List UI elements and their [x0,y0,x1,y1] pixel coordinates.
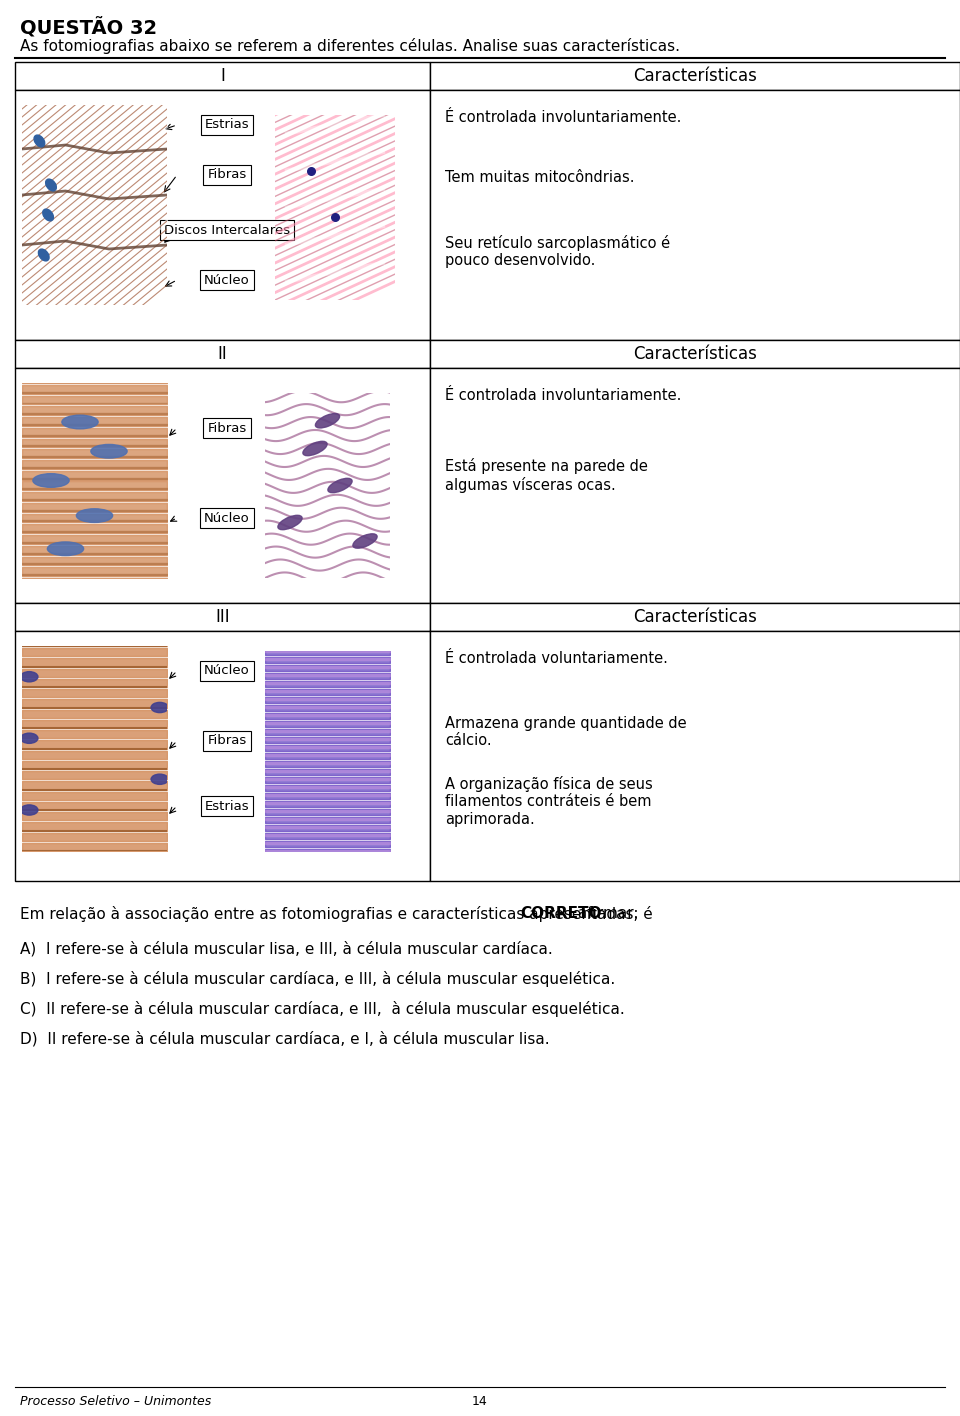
Text: Estrias: Estrias [204,800,250,813]
Text: Núcleo: Núcleo [204,664,250,677]
Text: afirmar:: afirmar: [573,906,638,920]
Text: III: III [215,607,229,626]
Bar [430,62,960,91]
Text: Fibras: Fibras [207,169,247,181]
Text: Fibras: Fibras [207,735,247,748]
Text: Tem muitas mitocôndrias.: Tem muitas mitocôndrias. [445,170,635,185]
Text: Armazena grande quantidade de
cálcio.: Armazena grande quantidade de cálcio. [445,716,686,749]
Text: CORRETO: CORRETO [520,906,602,920]
Text: A organização física de seus
filamentos contráteis é bem
aprimorada.: A organização física de seus filamentos … [445,776,653,827]
Text: I: I [220,67,225,85]
Bar [430,91,960,340]
Bar [15,368,430,603]
Bar [15,603,430,632]
Bar [430,340,960,368]
Text: C)  II refere-se à célula muscular cardíaca, e III,  à célula muscular esqueléti: C) II refere-se à célula muscular cardía… [20,1001,625,1017]
Text: Núcleo: Núcleo [204,511,250,524]
Text: II: II [218,346,228,362]
Text: QUESTÃO 32: QUESTÃO 32 [20,18,157,38]
Text: Características: Características [633,607,756,626]
Text: Seu retículo sarcoplasmático é
pouco desenvolvido.: Seu retículo sarcoplasmático é pouco des… [445,235,670,269]
Bar [430,368,960,603]
Bar [430,603,960,632]
Text: É controlada involuntariamente.: É controlada involuntariamente. [445,388,682,404]
Text: É controlada involuntariamente.: É controlada involuntariamente. [445,110,682,125]
Text: Está presente na parede de
algumas vísceras ocas.: Está presente na parede de algumas vísce… [445,457,648,493]
Text: B)  I refere-se à célula muscular cardíaca, e III, à célula muscular esquelética: B) I refere-se à célula muscular cardíac… [20,971,615,987]
Bar [15,632,430,881]
Text: Características: Características [633,67,756,85]
Text: Discos Intercalares: Discos Intercalares [164,224,290,236]
Bar [15,91,430,340]
Text: Estrias: Estrias [204,119,250,132]
Text: Em relação à associação entre as fotomiografias e características apresentadas, : Em relação à associação entre as fotomio… [20,906,658,922]
Bar [15,62,430,91]
Text: Núcleo: Núcleo [204,273,250,286]
Text: D)  II refere-se à célula muscular cardíaca, e I, à célula muscular lisa.: D) II refere-se à célula muscular cardía… [20,1031,550,1046]
Text: 14: 14 [472,1395,488,1408]
Text: Características: Características [633,346,756,362]
Bar [15,340,430,368]
Text: A)  I refere-se à célula muscular lisa, e III, à célula muscular cardíaca.: A) I refere-se à célula muscular lisa, e… [20,942,553,956]
Text: Fibras: Fibras [207,422,247,435]
Text: É controlada voluntariamente.: É controlada voluntariamente. [445,651,668,666]
Text: Processo Seletivo – Unimontes: Processo Seletivo – Unimontes [20,1395,211,1408]
Text: As fotomiografias abaixo se referem a diferentes células. Analise suas caracterí: As fotomiografias abaixo se referem a di… [20,38,680,54]
Bar [430,632,960,881]
